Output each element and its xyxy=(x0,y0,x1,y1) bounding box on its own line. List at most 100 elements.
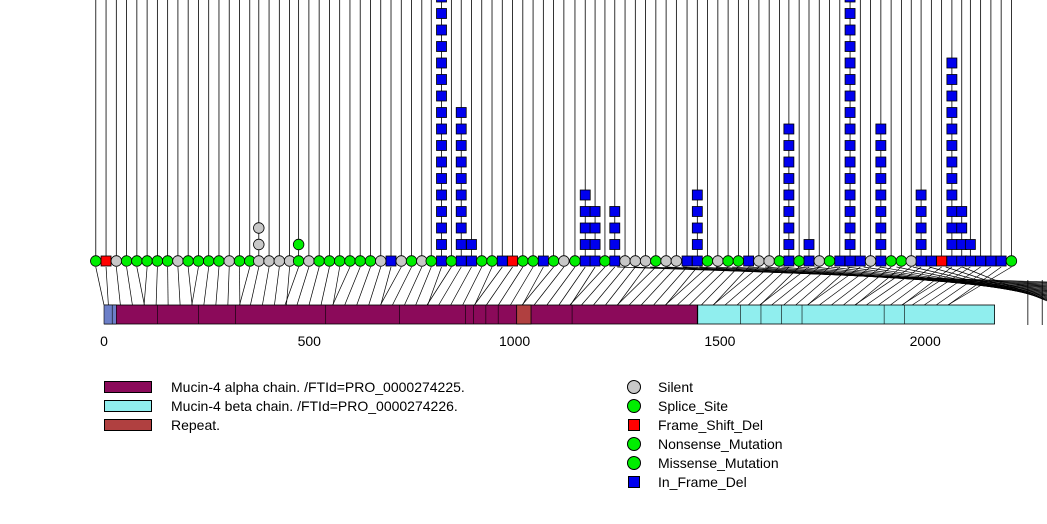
baseline-marker xyxy=(964,255,976,267)
baseline-marker xyxy=(569,255,581,267)
connector-line xyxy=(558,266,586,306)
connector-line xyxy=(533,266,565,306)
connector-line xyxy=(947,266,1012,306)
connector-line xyxy=(665,266,708,306)
connector-line xyxy=(689,266,729,306)
stacked-marker xyxy=(589,239,601,250)
baseline-marker xyxy=(120,255,133,267)
baseline-marker xyxy=(517,255,529,267)
baseline-marker xyxy=(213,255,225,267)
connector-line xyxy=(308,266,320,306)
baseline-marker xyxy=(650,255,662,267)
baseline-marker xyxy=(303,255,315,267)
connector-line xyxy=(296,266,310,306)
connector-line xyxy=(522,266,544,306)
stacked-marker xyxy=(803,239,815,250)
stacked-marker xyxy=(609,222,621,234)
stacked-marker xyxy=(844,57,856,69)
connector-line xyxy=(155,266,158,306)
baseline-marker xyxy=(527,255,539,267)
stacked-marker xyxy=(844,74,856,85)
connector-line xyxy=(380,266,402,306)
stacked-marker xyxy=(691,206,703,217)
stacked-marker xyxy=(436,123,447,135)
stacked-marker xyxy=(946,189,958,201)
stacked-marker xyxy=(609,206,621,217)
lollipop-stems xyxy=(95,0,1012,261)
baseline-marker xyxy=(192,255,205,267)
baseline-marker xyxy=(223,255,235,267)
stacked-marker xyxy=(964,239,976,250)
stacked-marker xyxy=(844,239,856,250)
connector-line xyxy=(593,266,626,306)
stacked-marker xyxy=(946,140,958,151)
baseline-marker xyxy=(743,255,755,267)
connector-line xyxy=(191,266,199,306)
connector-line xyxy=(948,266,1002,306)
baseline-marker xyxy=(313,255,325,267)
baseline-marker xyxy=(793,255,805,267)
baseline-marker xyxy=(476,255,488,267)
splice-site-swatch xyxy=(627,399,641,413)
stacked-marker xyxy=(436,222,447,234)
baseline-marker xyxy=(773,255,786,267)
stacked-marker xyxy=(436,90,447,102)
connector-line xyxy=(677,266,719,306)
baseline-marker xyxy=(507,255,518,267)
stacked-marker xyxy=(844,173,856,184)
stacked-marker xyxy=(436,8,447,19)
baseline-marker xyxy=(763,255,775,267)
stacked-marker xyxy=(875,206,887,217)
stacked-marker xyxy=(436,189,447,201)
connector-line xyxy=(143,266,148,306)
baseline-marker xyxy=(496,255,508,267)
missense-swatch xyxy=(627,456,641,470)
connector-line xyxy=(653,266,688,306)
baseline-marker xyxy=(936,255,948,267)
stacked-marker xyxy=(579,222,591,234)
baseline-marker xyxy=(151,255,164,267)
protein-domain xyxy=(516,304,532,325)
connector-line xyxy=(510,266,534,306)
stacked-marker xyxy=(946,123,958,135)
connector-line xyxy=(854,266,912,306)
baseline-marker xyxy=(558,255,570,267)
baseline-marker xyxy=(783,255,795,267)
baseline-marker xyxy=(455,255,467,267)
connector-line xyxy=(332,266,341,306)
baseline-marker xyxy=(985,255,997,267)
legend-label: Nonsense_Mutation xyxy=(658,436,783,452)
stacked-marker xyxy=(915,222,927,234)
mutation-legend: Silent Splice_Site Frame_Shift_Del Nonse… xyxy=(627,378,927,498)
connector-line xyxy=(902,266,953,306)
x-tick-label: 0 xyxy=(100,333,108,349)
stacked-marker xyxy=(455,173,467,184)
baseline-marker xyxy=(547,255,560,267)
stacked-marker xyxy=(875,189,887,201)
connector-line xyxy=(748,266,790,306)
x-tick-label: 1000 xyxy=(499,333,530,349)
baseline-marker xyxy=(701,255,714,267)
stacked-marker xyxy=(466,239,477,250)
baseline-marker xyxy=(995,255,1007,267)
stacked-marker xyxy=(436,140,447,151)
stacked-marker xyxy=(783,173,795,184)
stacked-marker xyxy=(589,206,601,217)
connector-line xyxy=(462,266,483,306)
baseline-marker xyxy=(946,255,958,267)
frame-shift-del-swatch xyxy=(628,419,640,431)
baseline-marker xyxy=(385,255,397,267)
signal-peptide xyxy=(103,304,117,325)
domain-swatch xyxy=(104,381,152,393)
protein-track xyxy=(103,304,995,325)
baseline-marker xyxy=(90,255,102,267)
stacked-marker xyxy=(915,239,927,250)
stacked-marker xyxy=(956,222,968,234)
baseline-marker xyxy=(834,255,846,267)
stacked-marker xyxy=(946,107,958,118)
stacked-marker xyxy=(253,238,265,251)
stacked-marker xyxy=(844,123,856,135)
baseline-marker xyxy=(354,255,366,267)
connector-line xyxy=(427,266,442,306)
baseline-marker xyxy=(885,255,897,267)
